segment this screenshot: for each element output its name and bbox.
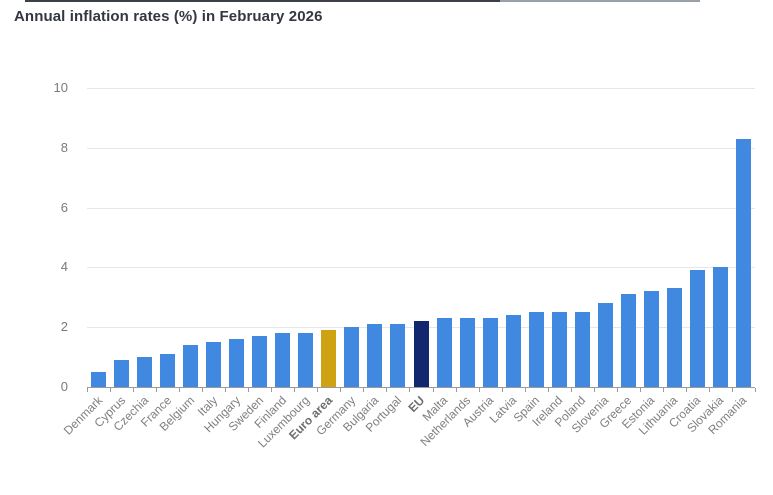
x-axis-tick (409, 388, 410, 392)
x-axis-tick (479, 388, 480, 392)
gridline-y-4 (87, 267, 755, 268)
bar-estonia[interactable] (644, 291, 659, 387)
bar-latvia[interactable] (506, 315, 521, 387)
x-axis-tick (548, 388, 549, 392)
bar-netherlands[interactable] (460, 318, 475, 387)
x-axis-tick (156, 388, 157, 392)
bar-cyprus[interactable] (114, 360, 129, 387)
x-axis-tick (594, 388, 595, 392)
bar-luxembourg[interactable] (298, 333, 313, 387)
page: { "title": "Annual inflation rates (%) i… (0, 0, 773, 451)
x-axis-tick (317, 388, 318, 392)
x-axis-tick (525, 388, 526, 392)
bar-austria[interactable] (483, 318, 498, 387)
x-axis-tick (732, 388, 733, 392)
x-axis-tick (363, 388, 364, 392)
y-axis-tick-label-4: 4 (60, 259, 68, 274)
bar-sweden[interactable] (252, 336, 267, 387)
x-axis-tick (456, 388, 457, 392)
x-axis-tick (640, 388, 641, 392)
y-axis-tick-label-10: 10 (53, 80, 68, 95)
x-axis-tick (179, 388, 180, 392)
x-axis-tick (340, 388, 341, 392)
x-axis-tick (386, 388, 387, 392)
gridline-y-10 (87, 88, 755, 89)
bar-malta[interactable] (437, 318, 452, 387)
bar-greece[interactable] (621, 294, 636, 387)
x-axis-tick (502, 388, 503, 392)
x-axis-tick (133, 388, 134, 392)
x-axis-tick (686, 388, 687, 392)
screenshot-edge-artifact (0, 0, 773, 2)
x-axis-tick (663, 388, 664, 392)
bar-lithuania[interactable] (667, 288, 682, 387)
bar-italy[interactable] (206, 342, 221, 387)
y-axis-tick-label-8: 8 (60, 140, 68, 155)
x-axis-tick (271, 388, 272, 392)
bar-france[interactable] (160, 354, 175, 387)
x-axis-line (87, 387, 755, 388)
bar-denmark[interactable] (91, 372, 106, 387)
bar-romania[interactable] (736, 139, 751, 387)
bar-finland[interactable] (275, 333, 290, 387)
x-axis-tick (248, 388, 249, 392)
bar-czechia[interactable] (137, 357, 152, 387)
x-axis-tick (433, 388, 434, 392)
x-axis-tick (202, 388, 203, 392)
chart-title: Annual inflation rates (%) in February 2… (14, 8, 323, 25)
bar-eu[interactable] (414, 321, 429, 387)
x-axis-tick (110, 388, 111, 392)
gridline-y-6 (87, 208, 755, 209)
x-axis-tick (617, 388, 618, 392)
bar-ireland[interactable] (552, 312, 567, 387)
bar-hungary[interactable] (229, 339, 244, 387)
bar-spain[interactable] (529, 312, 544, 387)
y-axis-tick-label-6: 6 (60, 200, 68, 215)
bar-poland[interactable] (575, 312, 590, 387)
x-axis-tick (294, 388, 295, 392)
bar-slovakia[interactable] (713, 267, 728, 387)
y-axis-tick-label-0: 0 (60, 379, 68, 394)
x-axis-tick (755, 388, 756, 392)
bar-slovenia[interactable] (598, 303, 613, 387)
bar-croatia[interactable] (690, 270, 705, 387)
x-axis-tick (571, 388, 572, 392)
gridline-y-8 (87, 148, 755, 149)
x-axis-tick (87, 388, 88, 392)
x-axis-tick (225, 388, 226, 392)
x-axis-tick (709, 388, 710, 392)
bar-belgium[interactable] (183, 345, 198, 387)
bar-germany[interactable] (344, 327, 359, 387)
bar-euro-area[interactable] (321, 330, 336, 387)
bar-bulgaria[interactable] (367, 324, 382, 387)
y-axis-tick-label-2: 2 (60, 319, 68, 334)
bar-portugal[interactable] (390, 324, 405, 387)
